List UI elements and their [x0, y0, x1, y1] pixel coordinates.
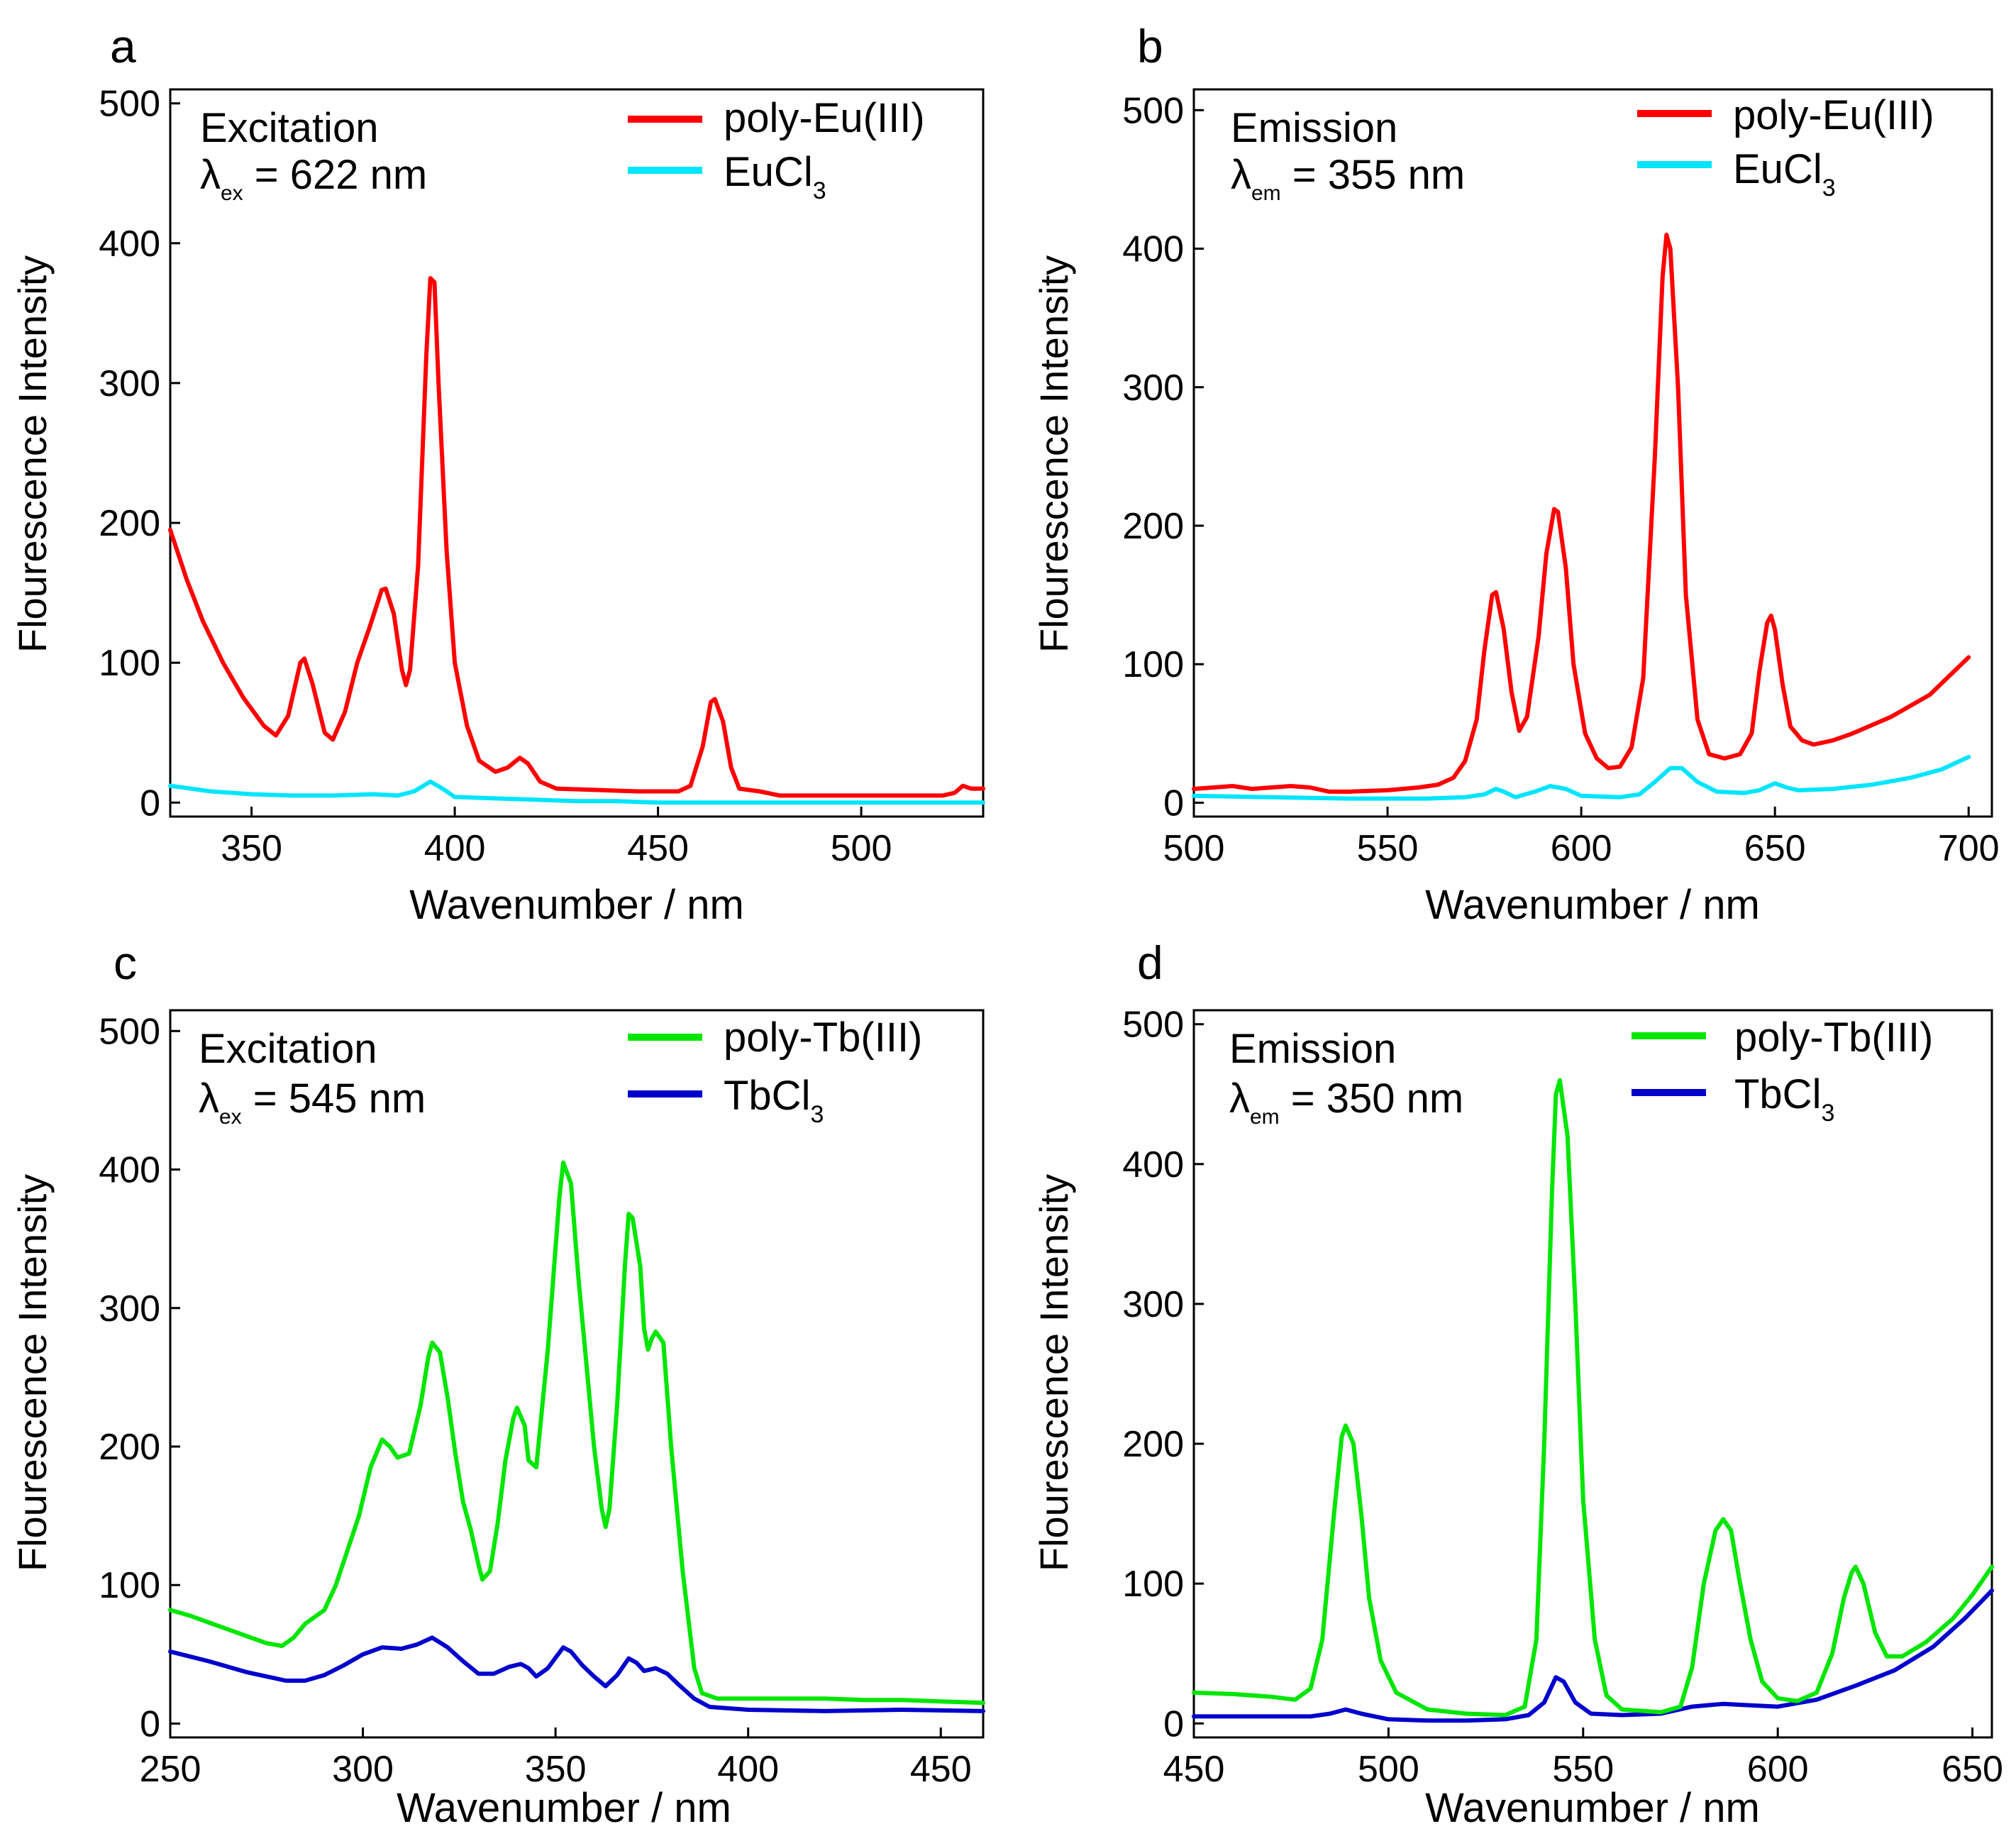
x-tick-label: 300 — [332, 1749, 394, 1790]
x-axis-label: Wavenumber / nm — [1425, 1785, 1760, 1831]
y-tick-label: 0 — [140, 1703, 160, 1745]
y-tick-label: 100 — [1122, 644, 1184, 685]
series-line-eucl3 — [1192, 755, 1971, 801]
lambda-label: λex = 545 nm — [199, 1076, 426, 1129]
series-line-tbcl3 — [1192, 1588, 1994, 1723]
mode-label: Excitation — [200, 105, 378, 151]
panel-letter: d — [1137, 936, 1163, 989]
y-tick-label: 200 — [1122, 506, 1184, 547]
legend-label: poly-Eu(III) — [724, 95, 925, 141]
y-tick-label: 400 — [99, 223, 160, 265]
x-axis-label: Wavenumber / nm — [397, 1785, 731, 1831]
x-tick-label: 650 — [1744, 828, 1806, 869]
y-tick-label: 100 — [1122, 1564, 1184, 1605]
x-tick-label: 600 — [1747, 1749, 1809, 1790]
y-tick-label: 100 — [99, 643, 160, 684]
y-tick-label: 400 — [99, 1150, 160, 1191]
y-tick-label: 400 — [1122, 1144, 1184, 1185]
panel-c: c 250 300 350 400 450 0 100 200 300 400 500 Excita… — [10, 936, 985, 1831]
x-tick-label: 250 — [140, 1749, 201, 1790]
plot-frame — [1192, 88, 1993, 818]
legend-label: poly-Eu(III) — [1733, 92, 1934, 138]
y-axis-label: Flourescence Intensity — [10, 1174, 55, 1571]
x-tick-label: 400 — [717, 1749, 779, 1790]
panel-b: b 500 550 600 650 700 0 100 200 300 400 500 Emissi… — [1031, 20, 2000, 928]
series-line-eucl3 — [168, 779, 985, 805]
y-tick-label: 0 — [1163, 1703, 1184, 1745]
y-tick-label: 100 — [99, 1565, 160, 1606]
x-tick-label: 450 — [627, 828, 689, 869]
y-tick-label: 500 — [1122, 1005, 1184, 1046]
series-line-tbcl3 — [168, 1635, 985, 1713]
plot-frame — [1192, 1009, 1993, 1739]
x-tick-label: 500 — [1163, 828, 1225, 869]
series-line-poly-eu-iii- — [1192, 233, 1971, 794]
y-tick-label: 0 — [140, 783, 160, 824]
y-tick-label: 300 — [1122, 1284, 1184, 1325]
y-tick-label: 0 — [1163, 783, 1184, 824]
x-axis-label: Wavenumber / nm — [1425, 882, 1760, 928]
y-axis-label: Flourescence Intensity — [1031, 1174, 1076, 1571]
y-tick-label: 400 — [1122, 229, 1184, 270]
y-tick-label: 200 — [99, 1427, 160, 1468]
panel-d: d 450 500 550 600 650 0 100 200 300 400 500 Emissi… — [1031, 936, 2003, 1831]
legend-label: EuCl3 — [1733, 146, 1836, 201]
x-tick-label: 650 — [1942, 1749, 2003, 1790]
series-line-poly-tb-iii- — [1192, 1078, 1994, 1718]
plot-frame — [169, 88, 985, 818]
x-tick-label: 350 — [525, 1749, 587, 1790]
y-tick-label: 500 — [99, 1011, 160, 1052]
x-tick-label: 450 — [1163, 1749, 1225, 1790]
mode-label: Excitation — [199, 1026, 377, 1072]
mode-label: Emission — [1229, 1026, 1396, 1072]
x-tick-label: 350 — [221, 828, 282, 869]
y-axis-label: Flourescence Intensity — [1031, 255, 1076, 653]
x-tick-label: 550 — [1357, 828, 1419, 869]
x-axis-label: Wavenumber / nm — [409, 882, 744, 928]
legend: poly-Eu(III) EuCl3 — [628, 95, 925, 204]
legend-label: TbCl3 — [724, 1073, 824, 1128]
lambda-label: λem = 350 nm — [1229, 1076, 1463, 1129]
legend-label: TbCl3 — [1734, 1071, 1834, 1127]
legend: poly-Tb(III) TbCl3 — [628, 1015, 922, 1128]
panel-letter: c — [113, 936, 137, 989]
lambda-label: λem = 355 nm — [1231, 152, 1465, 205]
y-tick-label: 500 — [1122, 90, 1184, 131]
y-axis-label: Flourescence Intensity — [10, 255, 55, 653]
plot-frame — [169, 1009, 985, 1739]
series-line-poly-tb-iii- — [168, 1160, 985, 1705]
panel-letter: b — [1137, 20, 1163, 72]
panel-a: a 350 400 450 500 0 100 200 300 400 500 Excitatio… — [10, 20, 985, 928]
x-tick-label: 700 — [1938, 828, 2000, 869]
x-tick-label: 450 — [910, 1749, 972, 1790]
x-tick-label: 500 — [831, 828, 892, 869]
x-tick-label: 400 — [424, 828, 486, 869]
legend-label: EuCl3 — [724, 149, 826, 204]
legend: poly-Tb(III) TbCl3 — [1632, 1015, 1933, 1127]
series-line-poly-eu-iii- — [168, 276, 985, 798]
x-tick-label: 500 — [1358, 1749, 1419, 1790]
panel-letter: a — [110, 20, 136, 72]
legend-label: poly-Tb(III) — [724, 1015, 922, 1061]
y-tick-label: 500 — [99, 84, 160, 125]
lambda-label: λex = 622 nm — [200, 152, 427, 205]
y-tick-label: 300 — [1122, 367, 1184, 409]
mode-label: Emission — [1231, 105, 1397, 151]
legend-label: poly-Tb(III) — [1734, 1015, 1933, 1061]
y-tick-label: 200 — [1122, 1424, 1184, 1465]
legend: poly-Eu(III) EuCl3 — [1637, 92, 1934, 201]
y-tick-label: 200 — [99, 503, 160, 544]
y-tick-label: 300 — [99, 363, 160, 404]
x-tick-label: 550 — [1552, 1749, 1614, 1790]
y-tick-label: 300 — [99, 1288, 160, 1329]
x-tick-label: 600 — [1551, 828, 1612, 869]
